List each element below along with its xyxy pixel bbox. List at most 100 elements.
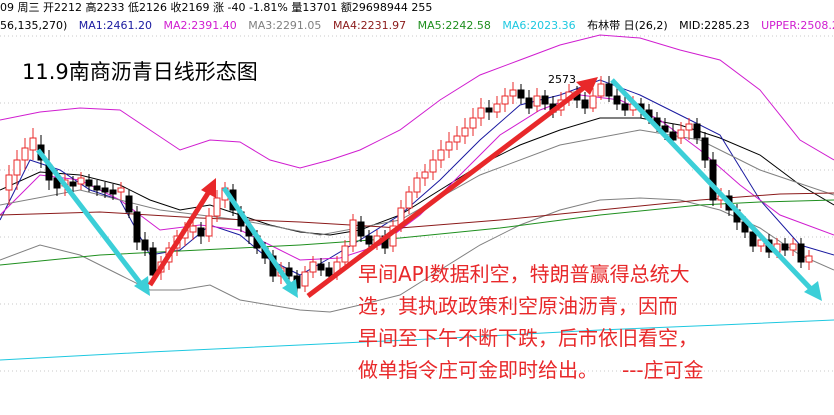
- quote-date: 09 周三: [0, 1, 40, 14]
- candle-body: [13, 159, 21, 176]
- candle-body: [69, 181, 77, 187]
- candle-body: [517, 89, 525, 99]
- candle-body: [461, 127, 469, 137]
- candle-body: [701, 137, 709, 161]
- candle-body: [501, 95, 509, 105]
- candle-body: [141, 239, 149, 251]
- candle-body: [117, 187, 125, 193]
- candle-body: [669, 131, 677, 141]
- candle-body: [317, 263, 325, 271]
- candle-body: [101, 187, 109, 193]
- quote-low: 低2126: [128, 1, 167, 14]
- candle-body: [301, 271, 309, 287]
- candle-body: [213, 197, 221, 217]
- candle-body: [509, 89, 517, 97]
- candle-body: [621, 103, 629, 111]
- ma-params: 56,135,270): [0, 19, 68, 32]
- candle-body: [29, 137, 37, 151]
- candle-body: [581, 99, 589, 109]
- candle-body: [525, 97, 533, 109]
- boll-label: 布林带 日(26,2): [587, 19, 668, 32]
- candle-body: [453, 135, 461, 143]
- candle-body: [189, 225, 197, 233]
- ma6-line: [0, 319, 834, 361]
- annotation-line-3: 早间至下午不断下跌，后市依旧看空，: [358, 326, 698, 350]
- quote-extra: 255: [411, 1, 433, 14]
- candle-body: [685, 123, 693, 131]
- annotation-line-1: 早间API数据利空，特朗普赢得总统大: [358, 262, 690, 286]
- annotation-line-4-text: 做单指令庄可金即时给出。: [358, 358, 598, 382]
- ma5-label: MA5:2242.58: [417, 19, 491, 32]
- ma2-label: MA2:2391.40: [163, 19, 237, 32]
- annotation-line-2: 选，其执政政策利空原油沥青，因而: [358, 294, 678, 318]
- candle-body: [421, 171, 429, 179]
- quote-open: 开2212: [43, 1, 82, 14]
- peak-price-label: 2573: [548, 73, 576, 86]
- candle-body: [133, 211, 141, 243]
- quote-change: 涨 -40: [213, 1, 246, 14]
- candle-body: [469, 117, 477, 129]
- ma4-label: MA4:2231.97: [332, 19, 407, 32]
- candle-body: [485, 107, 493, 113]
- candle-body: [413, 177, 421, 193]
- ma1-label: MA1:2461.20: [78, 19, 152, 32]
- annotation-text: 早间API数据利空，特朗普赢得总统大 选，其执政政策利空原油沥青，因而 早间至下…: [358, 258, 834, 386]
- trend-arrows: [36, 77, 822, 301]
- candle-body: [349, 219, 357, 247]
- candle-body: [205, 215, 213, 237]
- candle-body: [405, 191, 413, 209]
- candle-body: [437, 149, 445, 161]
- annotation-signature: ---庄可金: [622, 358, 704, 382]
- chart-grid: [0, 35, 834, 372]
- ma3-label: MA3:2291.05: [248, 19, 322, 32]
- ma6-label: MA6:2023.36: [502, 19, 576, 32]
- candle-body: [197, 227, 205, 237]
- candle-body: [149, 247, 157, 276]
- boll-upper-line: [0, 34, 834, 169]
- candle-body: [445, 141, 453, 151]
- candle-body: [533, 95, 541, 107]
- candle-body: [85, 179, 93, 187]
- candle-body: [597, 83, 605, 97]
- candle-body: [781, 243, 789, 251]
- candle-body: [309, 261, 317, 273]
- candle-body: [341, 245, 349, 263]
- candle-body: [285, 267, 293, 277]
- quote-change-pct: -1.81%: [248, 1, 288, 14]
- mid-label: MID:2285.23: [679, 19, 750, 32]
- candle-body: [613, 95, 621, 105]
- candle-body: [21, 147, 29, 161]
- indicator-row: 56,135,270) MA1:2461.20 MA2:2391.40 MA3:…: [0, 19, 834, 33]
- ma4-line: [0, 192, 834, 229]
- candle-body: [589, 95, 597, 109]
- candle-body: [797, 243, 805, 263]
- quote-row: 09 周三 开2212 高2233 低2126 收2169 涨 -40 -1.8…: [0, 1, 432, 15]
- candle-body: [325, 267, 333, 277]
- candle-body: [357, 221, 365, 237]
- candle-body: [693, 123, 701, 139]
- candle-body: [709, 159, 717, 201]
- candle-body: [541, 95, 549, 105]
- candle-body: [805, 255, 813, 263]
- candle-body: [429, 159, 437, 173]
- candle-body: [125, 195, 133, 213]
- quote-volume: 量13701: [291, 1, 338, 14]
- annotation-line-4: 做单指令庄可金即时给出。 ---庄可金: [358, 354, 834, 386]
- candle-body: [493, 103, 501, 113]
- upper-label: UPPER:2508.24: [761, 19, 834, 32]
- candle-body: [93, 185, 101, 191]
- candle-body: [77, 177, 85, 185]
- candle-body: [677, 129, 685, 139]
- candle-body: [605, 83, 613, 97]
- chart-title: 11.9南商沥青日线形态图: [22, 60, 258, 84]
- candle-body: [5, 174, 13, 191]
- quote-high: 高2233: [85, 1, 125, 14]
- candle-body: [365, 235, 373, 245]
- candle-body: [109, 189, 117, 195]
- candle-body: [477, 107, 485, 119]
- quote-amount: 额29698944: [340, 1, 408, 14]
- candle-body: [749, 231, 757, 247]
- quote-close: 收2169: [170, 1, 210, 14]
- candle-body: [789, 243, 797, 251]
